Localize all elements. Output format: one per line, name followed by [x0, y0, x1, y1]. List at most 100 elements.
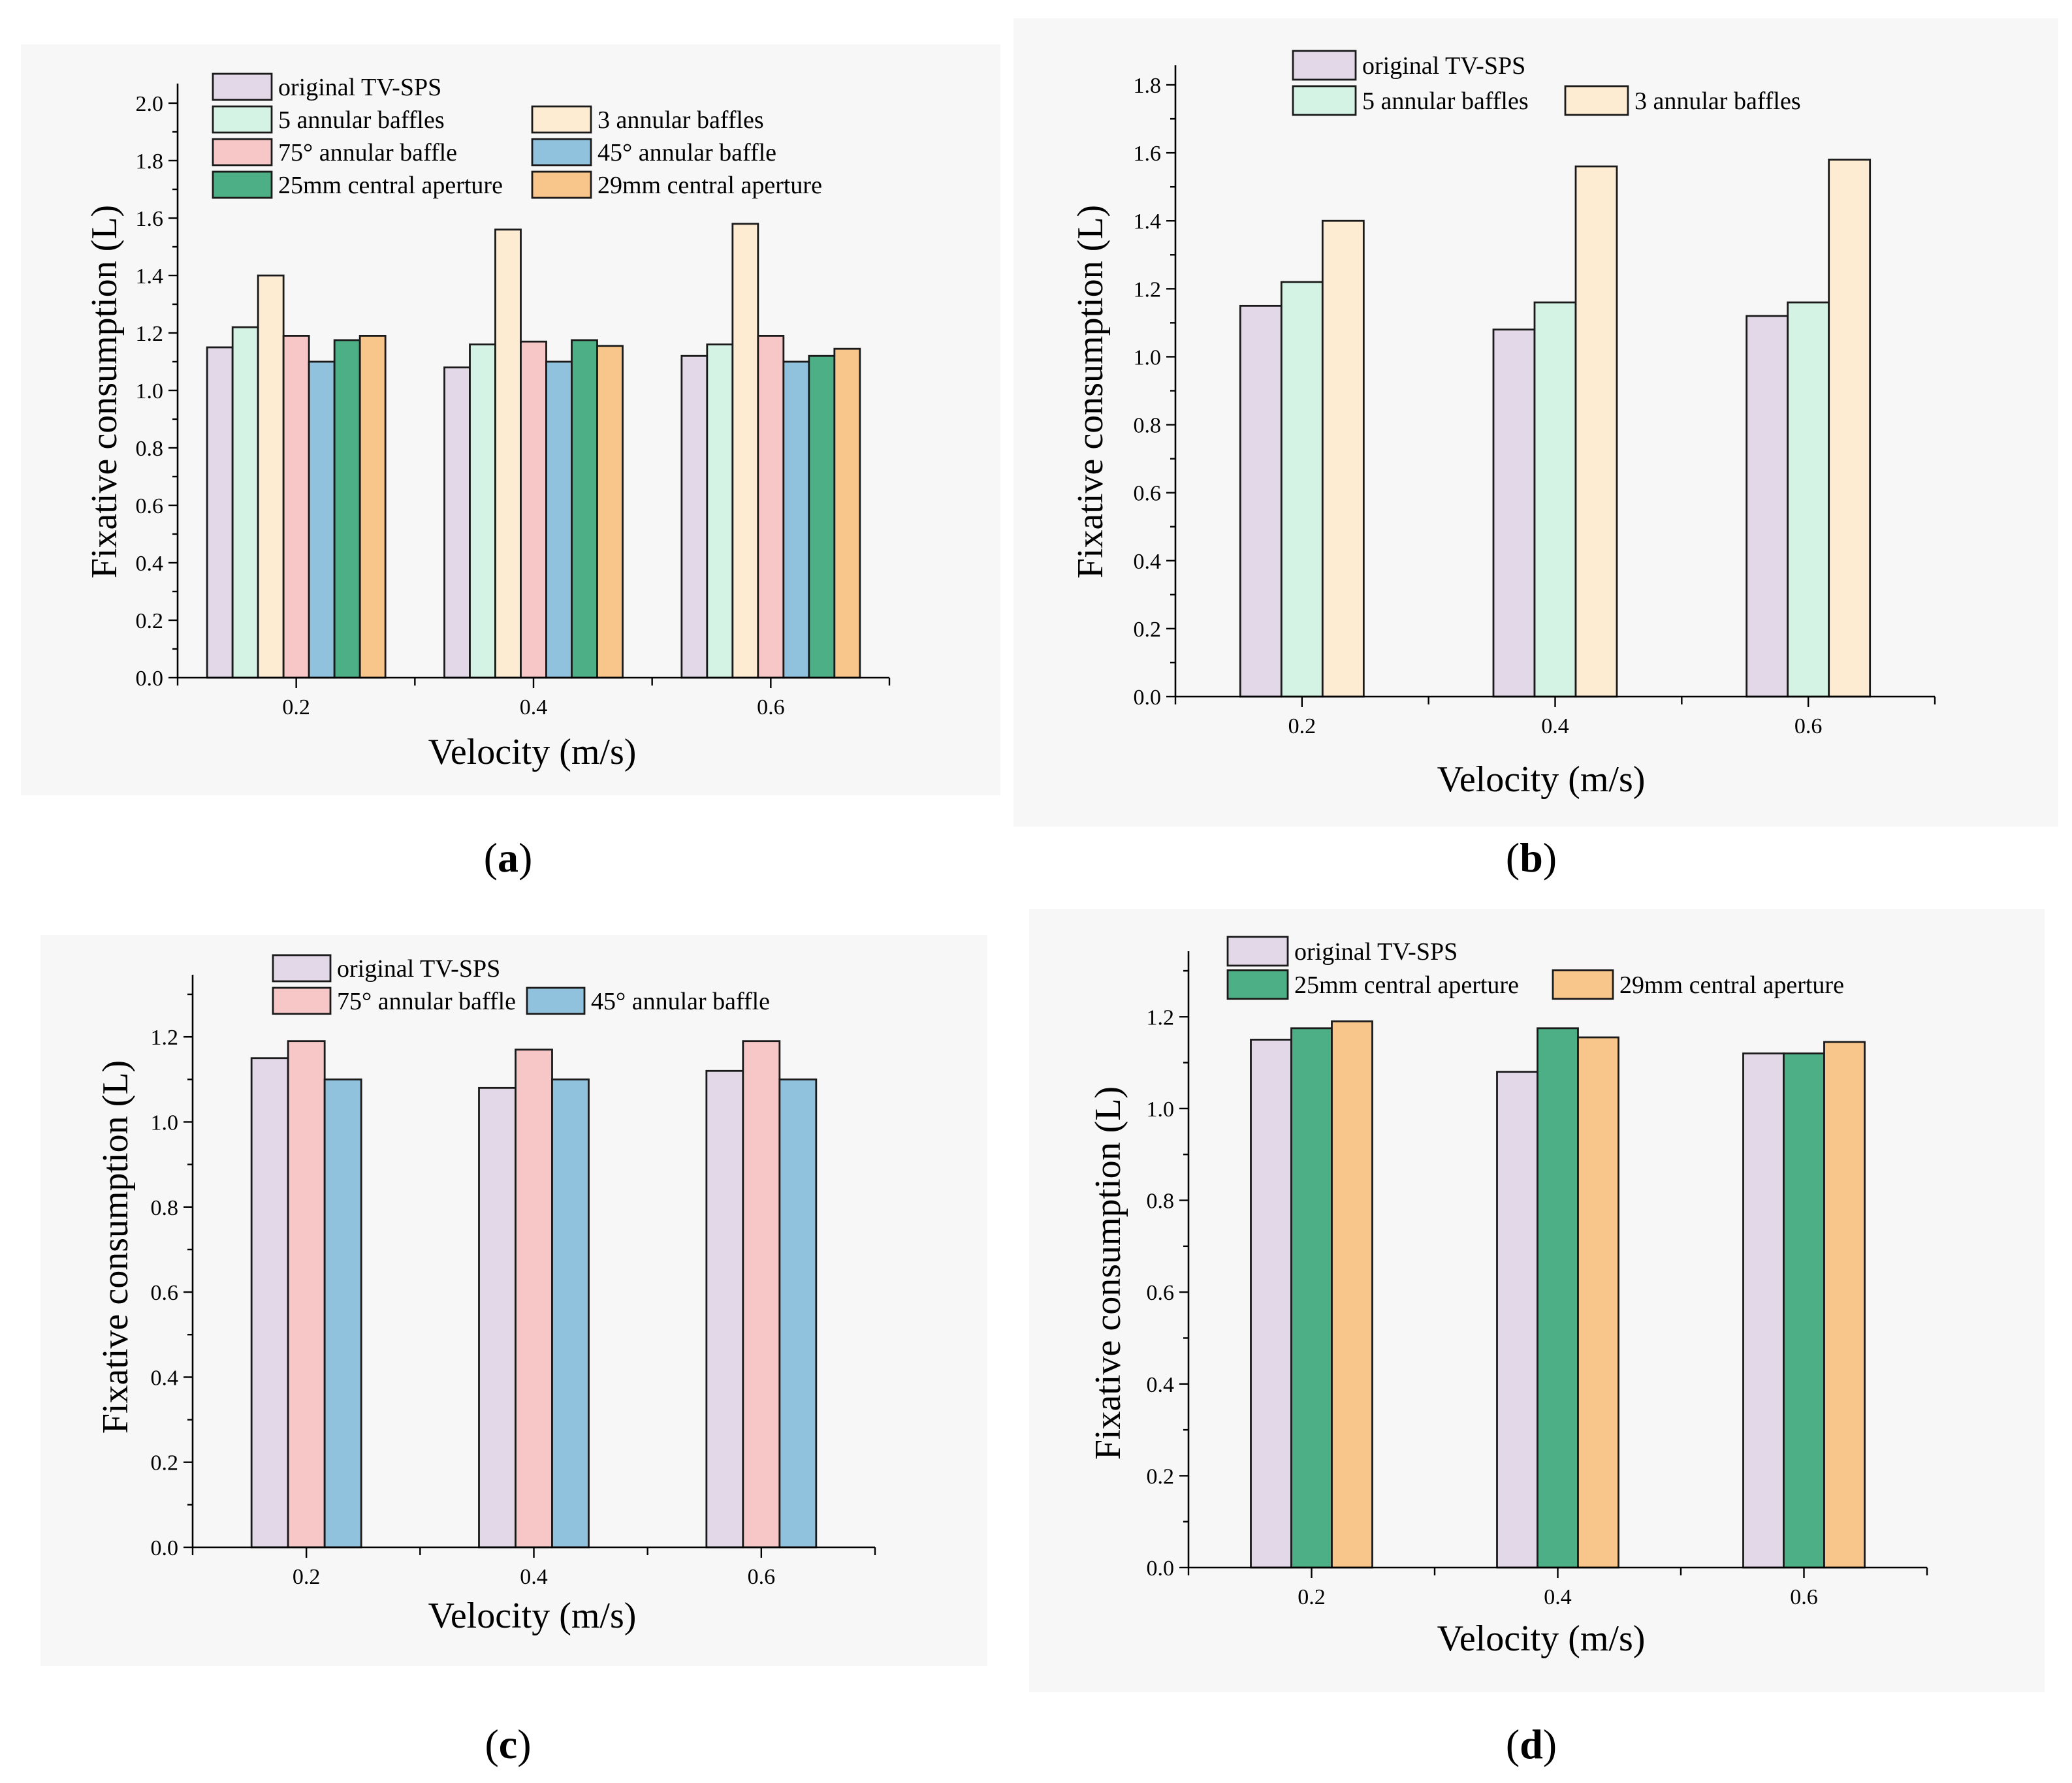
x-tick-label: 0.6: [1794, 714, 1823, 738]
legend-swatch: [1564, 85, 1629, 116]
bar-5-annular-baffles-0.2: [1280, 281, 1324, 698]
y-axis-title: Fixative consumption (L): [1088, 1086, 1128, 1460]
y-tick-label: 0.2: [136, 609, 164, 633]
bar-45-annular-baffle-0.4: [551, 1078, 590, 1549]
bar-25mm-central-aperture-0.6: [808, 355, 836, 679]
panel-caption: (a): [484, 834, 533, 881]
bar-original-tv-sps-0.4: [1492, 328, 1536, 698]
legend-label: 3 annular baffles: [598, 106, 764, 134]
y-tick-label: 1.2: [151, 1026, 179, 1050]
bar-75-annular-baffle-0.4: [520, 340, 547, 679]
bar-original-tv-sps-0.6: [705, 1069, 744, 1549]
legend: original TV-SPS 75° annular baffle 45° ann…: [272, 954, 770, 1015]
y-tick-label: 0.4: [1147, 1373, 1175, 1397]
y-tick-label: 0.2: [151, 1451, 179, 1475]
y-tick-label: 1.2: [1134, 277, 1162, 302]
bar-25mm-central-aperture-0.2: [1290, 1027, 1333, 1569]
bar-original-tv-sps-0.2: [250, 1057, 289, 1549]
legend-swatch: [1292, 85, 1357, 116]
y-tick-label: 1.0: [1147, 1097, 1175, 1122]
legend-label: 75° annular baffle: [278, 139, 457, 166]
y-tick-label: 0.4: [136, 552, 164, 576]
legend: original TV-SPS 25mm central aperture 29mm…: [1226, 936, 1844, 1000]
y-tick-label: 1.6: [136, 207, 164, 231]
legend-label: 75° annular baffle: [337, 988, 516, 1015]
legend-label: 3 annular baffles: [1634, 87, 1801, 115]
legend-swatch: [531, 105, 592, 134]
bar-45-annular-baffle-0.6: [778, 1078, 818, 1549]
y-axis-title: Fixative consumption (L): [1070, 205, 1111, 578]
legend: original TV-SPS 5 annular baffles 3 annula…: [1292, 50, 1801, 116]
legend-label: 5 annular baffles: [278, 106, 445, 134]
x-axis-title: Velocity (m/s): [1437, 759, 1646, 800]
bar-5-annular-baffles-0.4: [1533, 301, 1577, 698]
y-tick-label: 0.6: [151, 1281, 179, 1305]
bar-3-annular-baffles-0.2: [1321, 219, 1365, 698]
bar-original-tv-sps-0.4: [478, 1086, 517, 1549]
y-tick-label: 1.4: [1134, 210, 1162, 234]
x-tick-label: 0.6: [757, 695, 785, 719]
y-tick-label: 1.0: [136, 379, 164, 403]
chart-panel-b: 0.0 0.2 0.4 0.6 0.8 1.0 1.2 1.4 1.6 1.8 0.2 0.4 0.6 V…: [1013, 18, 2058, 881]
legend-label: 29mm central aperture: [598, 172, 822, 199]
bar-75-annular-baffle-0.2: [282, 335, 310, 679]
bar-25mm-central-aperture-0.4: [571, 339, 598, 679]
bar-45-annular-baffle-0.2: [308, 360, 336, 679]
y-axis-title: Fixative consumption (L): [95, 1060, 136, 1434]
y-axis-title: Fixative consumption (L): [84, 205, 125, 578]
bar-original-tv-sps-0.4: [443, 366, 471, 679]
y-tick-label: 1.2: [136, 322, 164, 346]
legend-swatch: [272, 954, 332, 983]
chart-panel-a: 0.0 0.2 0.4 0.6 0.8 1.0 1.2 1.4 1.6 1.8 2.0 0.2 0.4 0…: [21, 44, 1000, 881]
y-tick-label: 1.8: [136, 150, 164, 174]
y-tick-label: 0.8: [1134, 414, 1162, 438]
y-tick-label: 2.0: [136, 92, 164, 116]
bar-45-annular-baffle-0.2: [323, 1078, 362, 1549]
y-tick-label: 1.0: [151, 1111, 179, 1135]
legend-label: original TV-SPS: [278, 74, 441, 101]
y-tick-label: 1.4: [136, 264, 164, 289]
bar-5-annular-baffles-0.2: [231, 326, 259, 679]
bar-5-annular-baffles-0.4: [469, 343, 496, 679]
bar-29mm-central-aperture-0.4: [596, 345, 624, 679]
y-tick-label: 0.0: [151, 1536, 179, 1560]
bar-75-annular-baffle-0.6: [742, 1040, 781, 1549]
legend: original TV-SPS 5 annular baffles 3 annula…: [212, 72, 822, 199]
x-tick-label: 0.6: [1790, 1585, 1818, 1609]
y-tick-label: 1.0: [1134, 345, 1162, 370]
bar-original-tv-sps-0.6: [680, 355, 709, 679]
bar-5-annular-baffles-0.6: [706, 343, 734, 679]
bar-3-annular-baffles-0.4: [494, 229, 522, 679]
x-axis-title: Velocity (m/s): [428, 732, 637, 772]
y-tick-label: 0.8: [136, 437, 164, 461]
legend-swatch: [212, 105, 273, 134]
panel-caption-letter: d: [1520, 1721, 1543, 1767]
legend-label: original TV-SPS: [337, 955, 500, 983]
x-tick-label: 0.2: [293, 1565, 321, 1589]
legend-label: 45° annular baffle: [598, 139, 776, 166]
y-tick-label: 0.8: [1147, 1190, 1175, 1214]
legend-label: 25mm central aperture: [1294, 971, 1519, 999]
panel-caption: (b): [1506, 834, 1557, 881]
legend-swatch: [212, 170, 273, 199]
bar-29mm-central-aperture-0.2: [1331, 1020, 1373, 1569]
legend-swatch: [272, 986, 332, 1015]
y-tick-label: 0.8: [151, 1196, 179, 1220]
bar-original-tv-sps-0.4: [1496, 1071, 1538, 1569]
panel-caption-letter: b: [1520, 834, 1543, 881]
panel-caption-letter: a: [498, 834, 518, 881]
x-tick-label: 0.4: [520, 1565, 548, 1589]
bar-original-tv-sps-0.2: [1239, 304, 1283, 698]
legend-swatch: [1552, 969, 1614, 1000]
legend-swatch: [531, 170, 592, 199]
bar-original-tv-sps-0.2: [1250, 1039, 1292, 1569]
x-tick-label: 0.6: [748, 1565, 776, 1589]
legend-swatch: [526, 986, 586, 1015]
legend-label: original TV-SPS: [1362, 52, 1525, 80]
bar-75-annular-baffle-0.2: [287, 1040, 326, 1549]
legend-swatch: [1226, 969, 1289, 1000]
y-tick-label: 0.4: [151, 1366, 179, 1390]
y-tick-label: 0.2: [1147, 1464, 1175, 1489]
legend-swatch: [1292, 50, 1357, 81]
